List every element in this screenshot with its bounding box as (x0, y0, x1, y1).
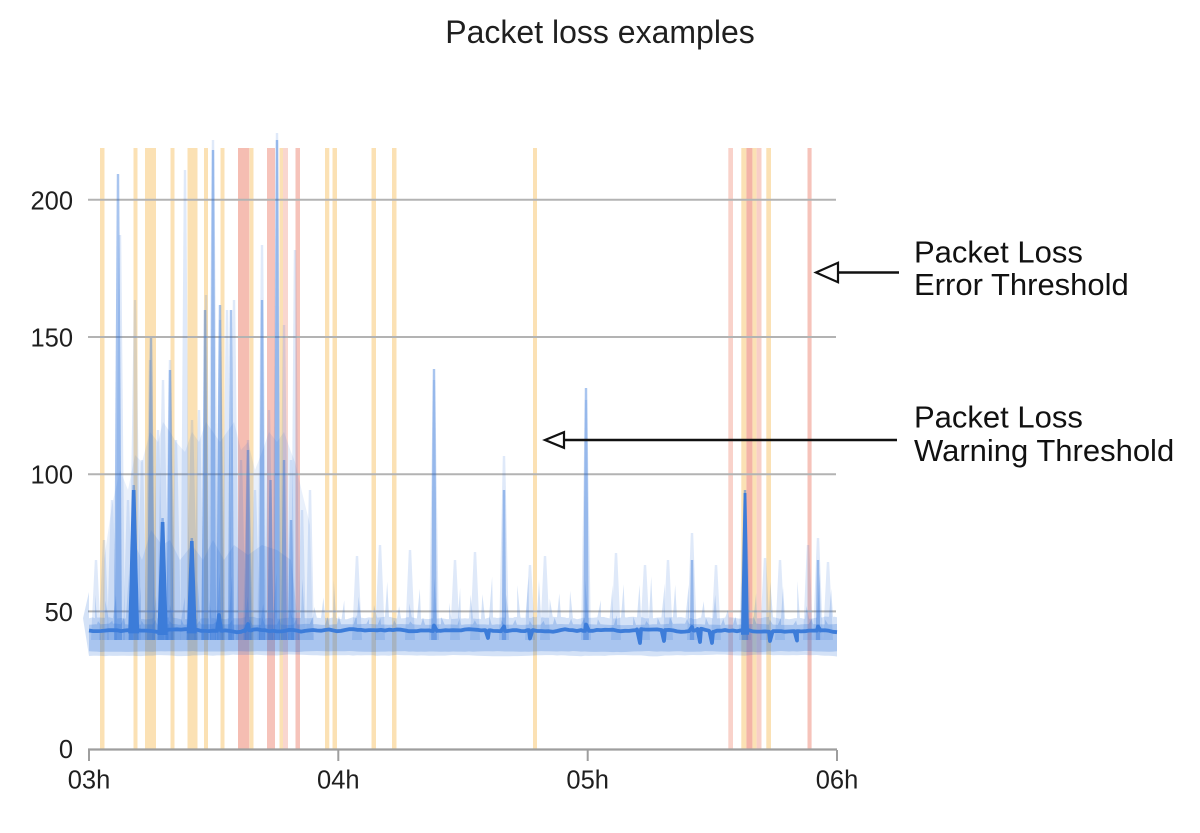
svg-text:150: 150 (30, 325, 73, 353)
svg-text:Warning Threshold: Warning Threshold (914, 433, 1174, 468)
svg-text:0: 0 (59, 736, 73, 764)
svg-text:04h: 04h (317, 767, 360, 795)
svg-text:Packet Loss: Packet Loss (914, 235, 1083, 270)
svg-text:05h: 05h (566, 767, 609, 795)
svg-text:Packet Loss: Packet Loss (914, 400, 1083, 435)
svg-text:200: 200 (30, 187, 73, 215)
svg-text:Error Threshold: Error Threshold (914, 267, 1129, 302)
svg-text:Packet loss examples: Packet loss examples (445, 14, 754, 50)
svg-text:100: 100 (30, 462, 73, 490)
svg-text:50: 50 (45, 599, 73, 627)
svg-text:03h: 03h (68, 767, 111, 795)
svg-text:06h: 06h (816, 767, 859, 795)
